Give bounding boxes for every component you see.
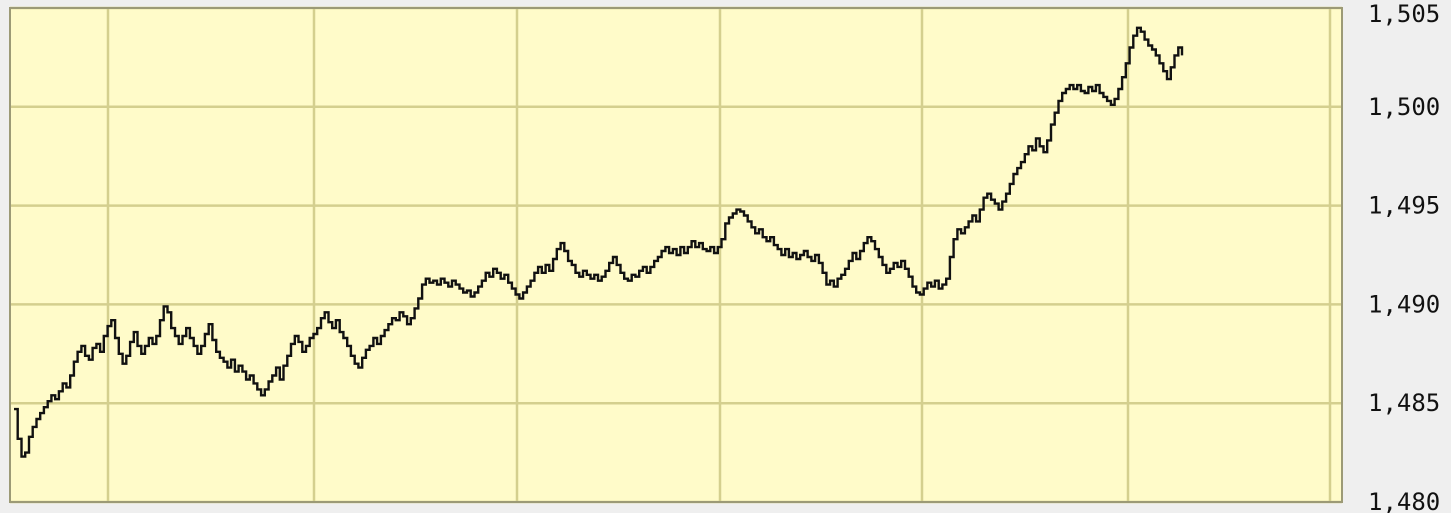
- y-tick-label: 1,500: [1368, 93, 1440, 121]
- y-axis-ticks: 1,505 1,500 1,495 1,490 1,485 1,480: [1368, 0, 1440, 513]
- series-line: [14, 26, 1184, 458]
- y-tick-label: 1,485: [1368, 389, 1440, 417]
- y-tick-label: 1,495: [1368, 192, 1440, 220]
- y-tick-label: 1,505: [1368, 0, 1440, 28]
- x-gridlines: [106, 8, 1332, 502]
- plot-frame: [9, 7, 1343, 503]
- y-tick-label: 1,490: [1368, 290, 1440, 318]
- y-tick-label: 1,480: [1368, 488, 1440, 513]
- series-layer: [14, 26, 1184, 458]
